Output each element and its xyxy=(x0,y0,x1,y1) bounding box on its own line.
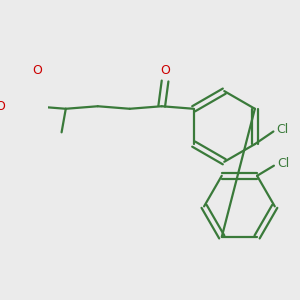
Text: Cl: Cl xyxy=(277,123,289,136)
Text: Cl: Cl xyxy=(277,158,289,170)
Text: O: O xyxy=(32,64,42,77)
Text: O: O xyxy=(0,100,5,113)
Text: O: O xyxy=(160,64,170,77)
